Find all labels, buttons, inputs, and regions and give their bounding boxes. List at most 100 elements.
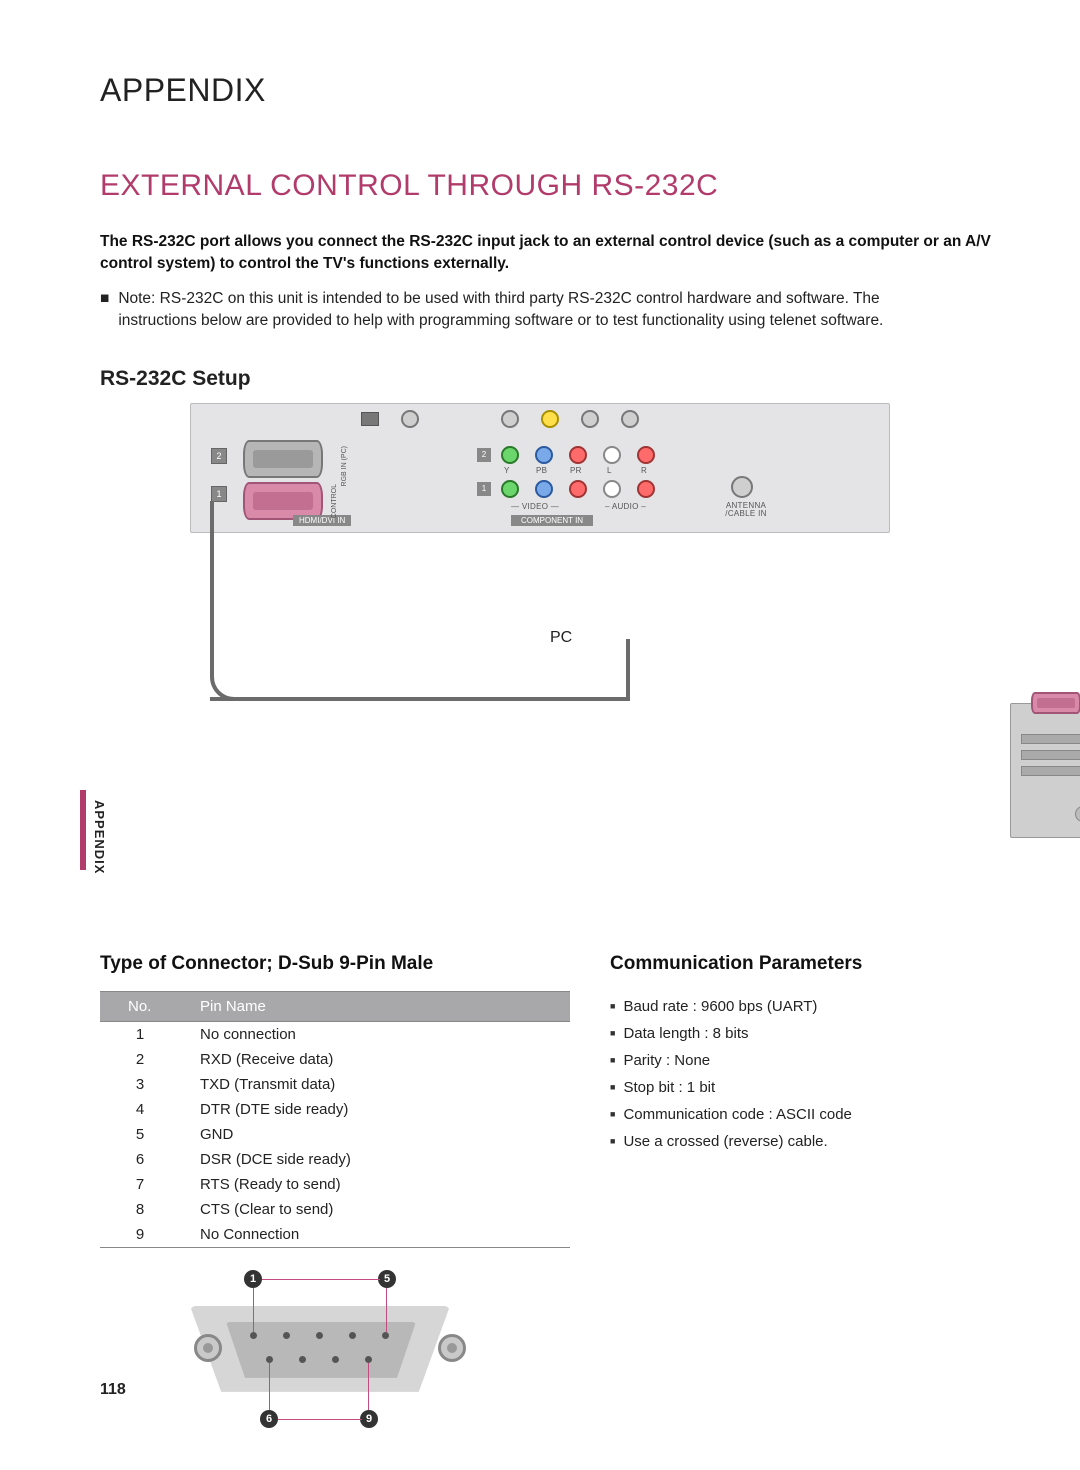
- comp1-pb: [535, 480, 553, 498]
- screw-left-icon: [194, 1334, 222, 1362]
- callout-1: 1: [244, 1270, 262, 1288]
- page-title: APPENDIX: [100, 72, 1000, 109]
- col-name: Pin Name: [190, 991, 570, 1021]
- connector-heading: Type of Connector; D-Sub 9-Pin Male: [100, 953, 570, 975]
- screw-right-icon: [438, 1334, 466, 1362]
- table-row: 7RTS (Ready to send): [100, 1172, 570, 1197]
- intro-text: The RS-232C port allows you connect the …: [100, 231, 1000, 276]
- callout-6: 6: [260, 1410, 278, 1428]
- comp1-l: [603, 480, 621, 498]
- label-pb: PB: [536, 466, 547, 475]
- pc-drive-bay-3: [1021, 766, 1080, 776]
- pin-2-dot: [283, 1332, 290, 1339]
- callout-5: 5: [378, 1270, 396, 1288]
- pin-5-dot: [382, 1332, 389, 1339]
- list-item: Use a crossed (reverse) cable.: [610, 1128, 1000, 1155]
- table-row: 9No Connection: [100, 1222, 570, 1248]
- list-item: Data length : 8 bits: [610, 1020, 1000, 1047]
- pin-1-dot: [250, 1332, 257, 1339]
- pin-table: No. Pin Name 1No connection 2RXD (Receiv…: [100, 991, 570, 1248]
- comp1-pr: [569, 480, 587, 498]
- lead-9: [368, 1363, 369, 1410]
- lead-bottom-h: [278, 1419, 362, 1420]
- row1-badge: 1: [211, 486, 227, 502]
- side-tab-bar: [80, 790, 86, 870]
- pin-6-dot: [266, 1356, 273, 1363]
- list-item: Parity : None: [610, 1047, 1000, 1074]
- section-title: EXTERNAL CONTROL THROUGH RS-232C: [100, 169, 1000, 203]
- table-row: 4DTR (DTE side ready): [100, 1097, 570, 1122]
- setup-heading: RS-232C Setup: [100, 367, 1000, 391]
- table-row: 5GND: [100, 1122, 570, 1147]
- pc-caption: PC: [550, 629, 572, 647]
- comp1-r: [637, 480, 655, 498]
- component-label: COMPONENT IN: [511, 515, 593, 526]
- label-video: — VIDEO —: [511, 502, 559, 511]
- bullet-icon: ■: [100, 288, 114, 310]
- table-row: 6DSR (DCE side ready): [100, 1147, 570, 1172]
- page-number: 118: [100, 1381, 126, 1399]
- pc-drive-bay-1: [1021, 734, 1080, 744]
- table-row: 1No connection: [100, 1021, 570, 1047]
- comp2-r: [637, 446, 655, 464]
- label-l: L: [607, 466, 612, 475]
- lead-5: [386, 1288, 387, 1332]
- lead-6: [269, 1363, 270, 1410]
- pc-rs232-port: [1031, 692, 1080, 714]
- cvbs-port: [541, 410, 559, 428]
- rs232-cable: [210, 501, 280, 701]
- pc-power-button-icon: [1075, 806, 1080, 822]
- label-r: R: [641, 466, 647, 475]
- note-block: ■ Note: RS-232C on this unit is intended…: [100, 288, 1000, 333]
- table-row: 3TXD (Transmit data): [100, 1072, 570, 1097]
- col-no: No.: [100, 991, 190, 1021]
- pin-8-dot: [332, 1356, 339, 1363]
- rgb-in-label: RGB IN (PC): [341, 446, 348, 486]
- antenna-port: [731, 476, 753, 498]
- comp2-pr: [569, 446, 587, 464]
- pin-7-dot: [299, 1356, 306, 1363]
- lead-1: [253, 1288, 254, 1332]
- dsub-inner: [226, 1322, 416, 1378]
- hdmi-label: HDMI/DVI IN: [293, 515, 351, 526]
- rs232-cable-v: [626, 639, 630, 701]
- comp2-y: [501, 446, 519, 464]
- comp-row2-badge: 2: [477, 448, 491, 462]
- pc-drive-bay-2: [1021, 750, 1080, 760]
- comp2-pb: [535, 446, 553, 464]
- label-pr: PR: [570, 466, 582, 475]
- comm-param-list: Baud rate : 9600 bps (UART) Data length …: [610, 993, 1000, 1155]
- label-y: Y: [504, 466, 510, 475]
- label-audio: – AUDIO –: [605, 502, 646, 511]
- control-label: CONTROL: [331, 484, 338, 518]
- table-row: 8CTS (Clear to send): [100, 1197, 570, 1222]
- row2-badge: 2: [211, 448, 227, 464]
- list-item: Stop bit : 1 bit: [610, 1074, 1000, 1101]
- dsub-pin-diagram: 1 5 6 9: [190, 1270, 470, 1430]
- aux-port-4: [621, 410, 639, 428]
- pc-box: [1010, 703, 1080, 838]
- tv-back-panel: 2 1 HDMI/DVI IN RGB IN (PC) CONTROL 2 1: [190, 403, 890, 533]
- aux-port-1: [401, 410, 419, 428]
- list-item: Communication code : ASCII code: [610, 1101, 1000, 1128]
- comp-row1-badge: 1: [477, 482, 491, 496]
- lead-top-h: [262, 1279, 380, 1280]
- optical-port: [361, 412, 379, 426]
- pin-4-dot: [349, 1332, 356, 1339]
- pin-9-dot: [365, 1356, 372, 1363]
- table-row: 2RXD (Receive data): [100, 1047, 570, 1072]
- setup-diagram: 2 1 HDMI/DVI IN RGB IN (PC) CONTROL 2 1: [190, 403, 890, 923]
- hdmi-port-2: [243, 440, 323, 478]
- comp2-l: [603, 446, 621, 464]
- comm-heading: Communication Parameters: [610, 953, 1000, 975]
- note-text: Note: RS-232C on this unit is intended t…: [118, 288, 958, 333]
- side-tab-label: APPENDIX: [92, 800, 107, 874]
- rs232-cable-h: [210, 697, 630, 701]
- aux-port-2: [501, 410, 519, 428]
- antenna-label: ANTENNA /CABLE IN: [721, 502, 771, 518]
- aux-port-3: [581, 410, 599, 428]
- callout-9: 9: [360, 1410, 378, 1428]
- list-item: Baud rate : 9600 bps (UART): [610, 993, 1000, 1020]
- pin-3-dot: [316, 1332, 323, 1339]
- comp1-y: [501, 480, 519, 498]
